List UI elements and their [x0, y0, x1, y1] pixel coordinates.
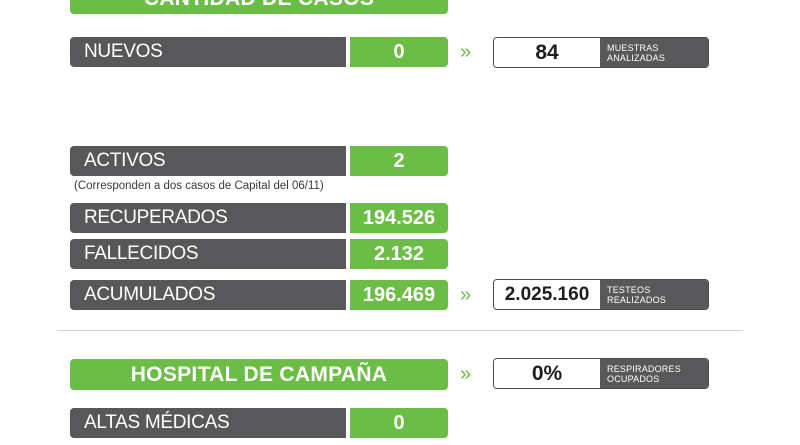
- recuperados-value: 194.526: [362, 206, 436, 229]
- testeos-caption-line1: TESTEOS: [607, 284, 651, 295]
- fallecidos-value-box: 2.132: [350, 239, 448, 269]
- activos-label-bar: ACTIVOS: [70, 146, 346, 176]
- nuevos-label-bar: NUEVOS: [70, 37, 346, 67]
- testeos-caption: TESTEOS REALIZADOS: [600, 280, 708, 309]
- fallecidos-label: FALLECIDOS: [84, 243, 199, 264]
- respiradores-caption-line2: OCUPADOS: [607, 373, 660, 384]
- nuevos-label: NUEVOS: [84, 41, 163, 62]
- fallecidos-label-bar: FALLECIDOS: [70, 239, 346, 269]
- testeos-value: 2.025.160: [494, 280, 600, 309]
- respiradores-caption: RESPIRADORES OCUPADOS: [600, 359, 708, 388]
- cases-header: CANTIDAD DE CASOS: [70, 0, 448, 14]
- altas-label-bar: ALTAS MÉDICAS: [70, 408, 346, 438]
- hospital-header: HOSPITAL DE CAMPAÑA: [70, 359, 448, 390]
- fallecidos-value: 2.132: [373, 242, 425, 265]
- cases-header-label: CANTIDAD DE CASOS: [144, 0, 374, 11]
- nuevos-value: 0: [393, 40, 405, 63]
- section-divider: [57, 330, 743, 331]
- respiradores-box: 0% RESPIRADORES OCUPADOS: [493, 358, 709, 389]
- altas-label: ALTAS MÉDICAS: [84, 412, 230, 433]
- muestras-box: 84 MUESTRAS ANALIZADAS: [493, 37, 709, 68]
- nuevos-value-box: 0: [350, 37, 448, 67]
- altas-value-box: 0: [350, 408, 448, 438]
- activos-value-box: 2: [350, 146, 448, 176]
- respiradores-value: 0%: [494, 359, 600, 388]
- altas-value: 0: [393, 411, 405, 434]
- acumulados-label: ACUMULADOS: [84, 284, 216, 305]
- testeos-caption-line2: REALIZADOS: [607, 294, 667, 305]
- double-chevron-icon: »: [460, 284, 472, 306]
- recuperados-label: RECUPERADOS: [84, 207, 228, 228]
- acumulados-value: 196.469: [362, 283, 436, 306]
- testeos-box: 2.025.160 TESTEOS REALIZADOS: [493, 279, 709, 310]
- muestras-caption-line2: ANALIZADAS: [607, 52, 666, 63]
- muestras-caption: MUESTRAS ANALIZADAS: [600, 38, 708, 67]
- double-chevron-icon: »: [460, 363, 472, 385]
- double-chevron-icon: »: [460, 41, 472, 63]
- hospital-header-label: HOSPITAL DE CAMPAÑA: [130, 362, 388, 386]
- recuperados-label-bar: RECUPERADOS: [70, 203, 346, 233]
- muestras-caption-line1: MUESTRAS: [607, 42, 659, 53]
- activos-value: 2: [393, 149, 405, 172]
- recuperados-value-box: 194.526: [350, 203, 448, 233]
- muestras-value: 84: [494, 38, 600, 67]
- activos-label: ACTIVOS: [84, 150, 166, 171]
- acumulados-value-box: 196.469: [350, 280, 448, 310]
- acumulados-label-bar: ACUMULADOS: [70, 280, 346, 310]
- respiradores-caption-line1: RESPIRADORES: [607, 363, 681, 374]
- activos-note: (Corresponden a dos casos de Capital del…: [74, 180, 324, 192]
